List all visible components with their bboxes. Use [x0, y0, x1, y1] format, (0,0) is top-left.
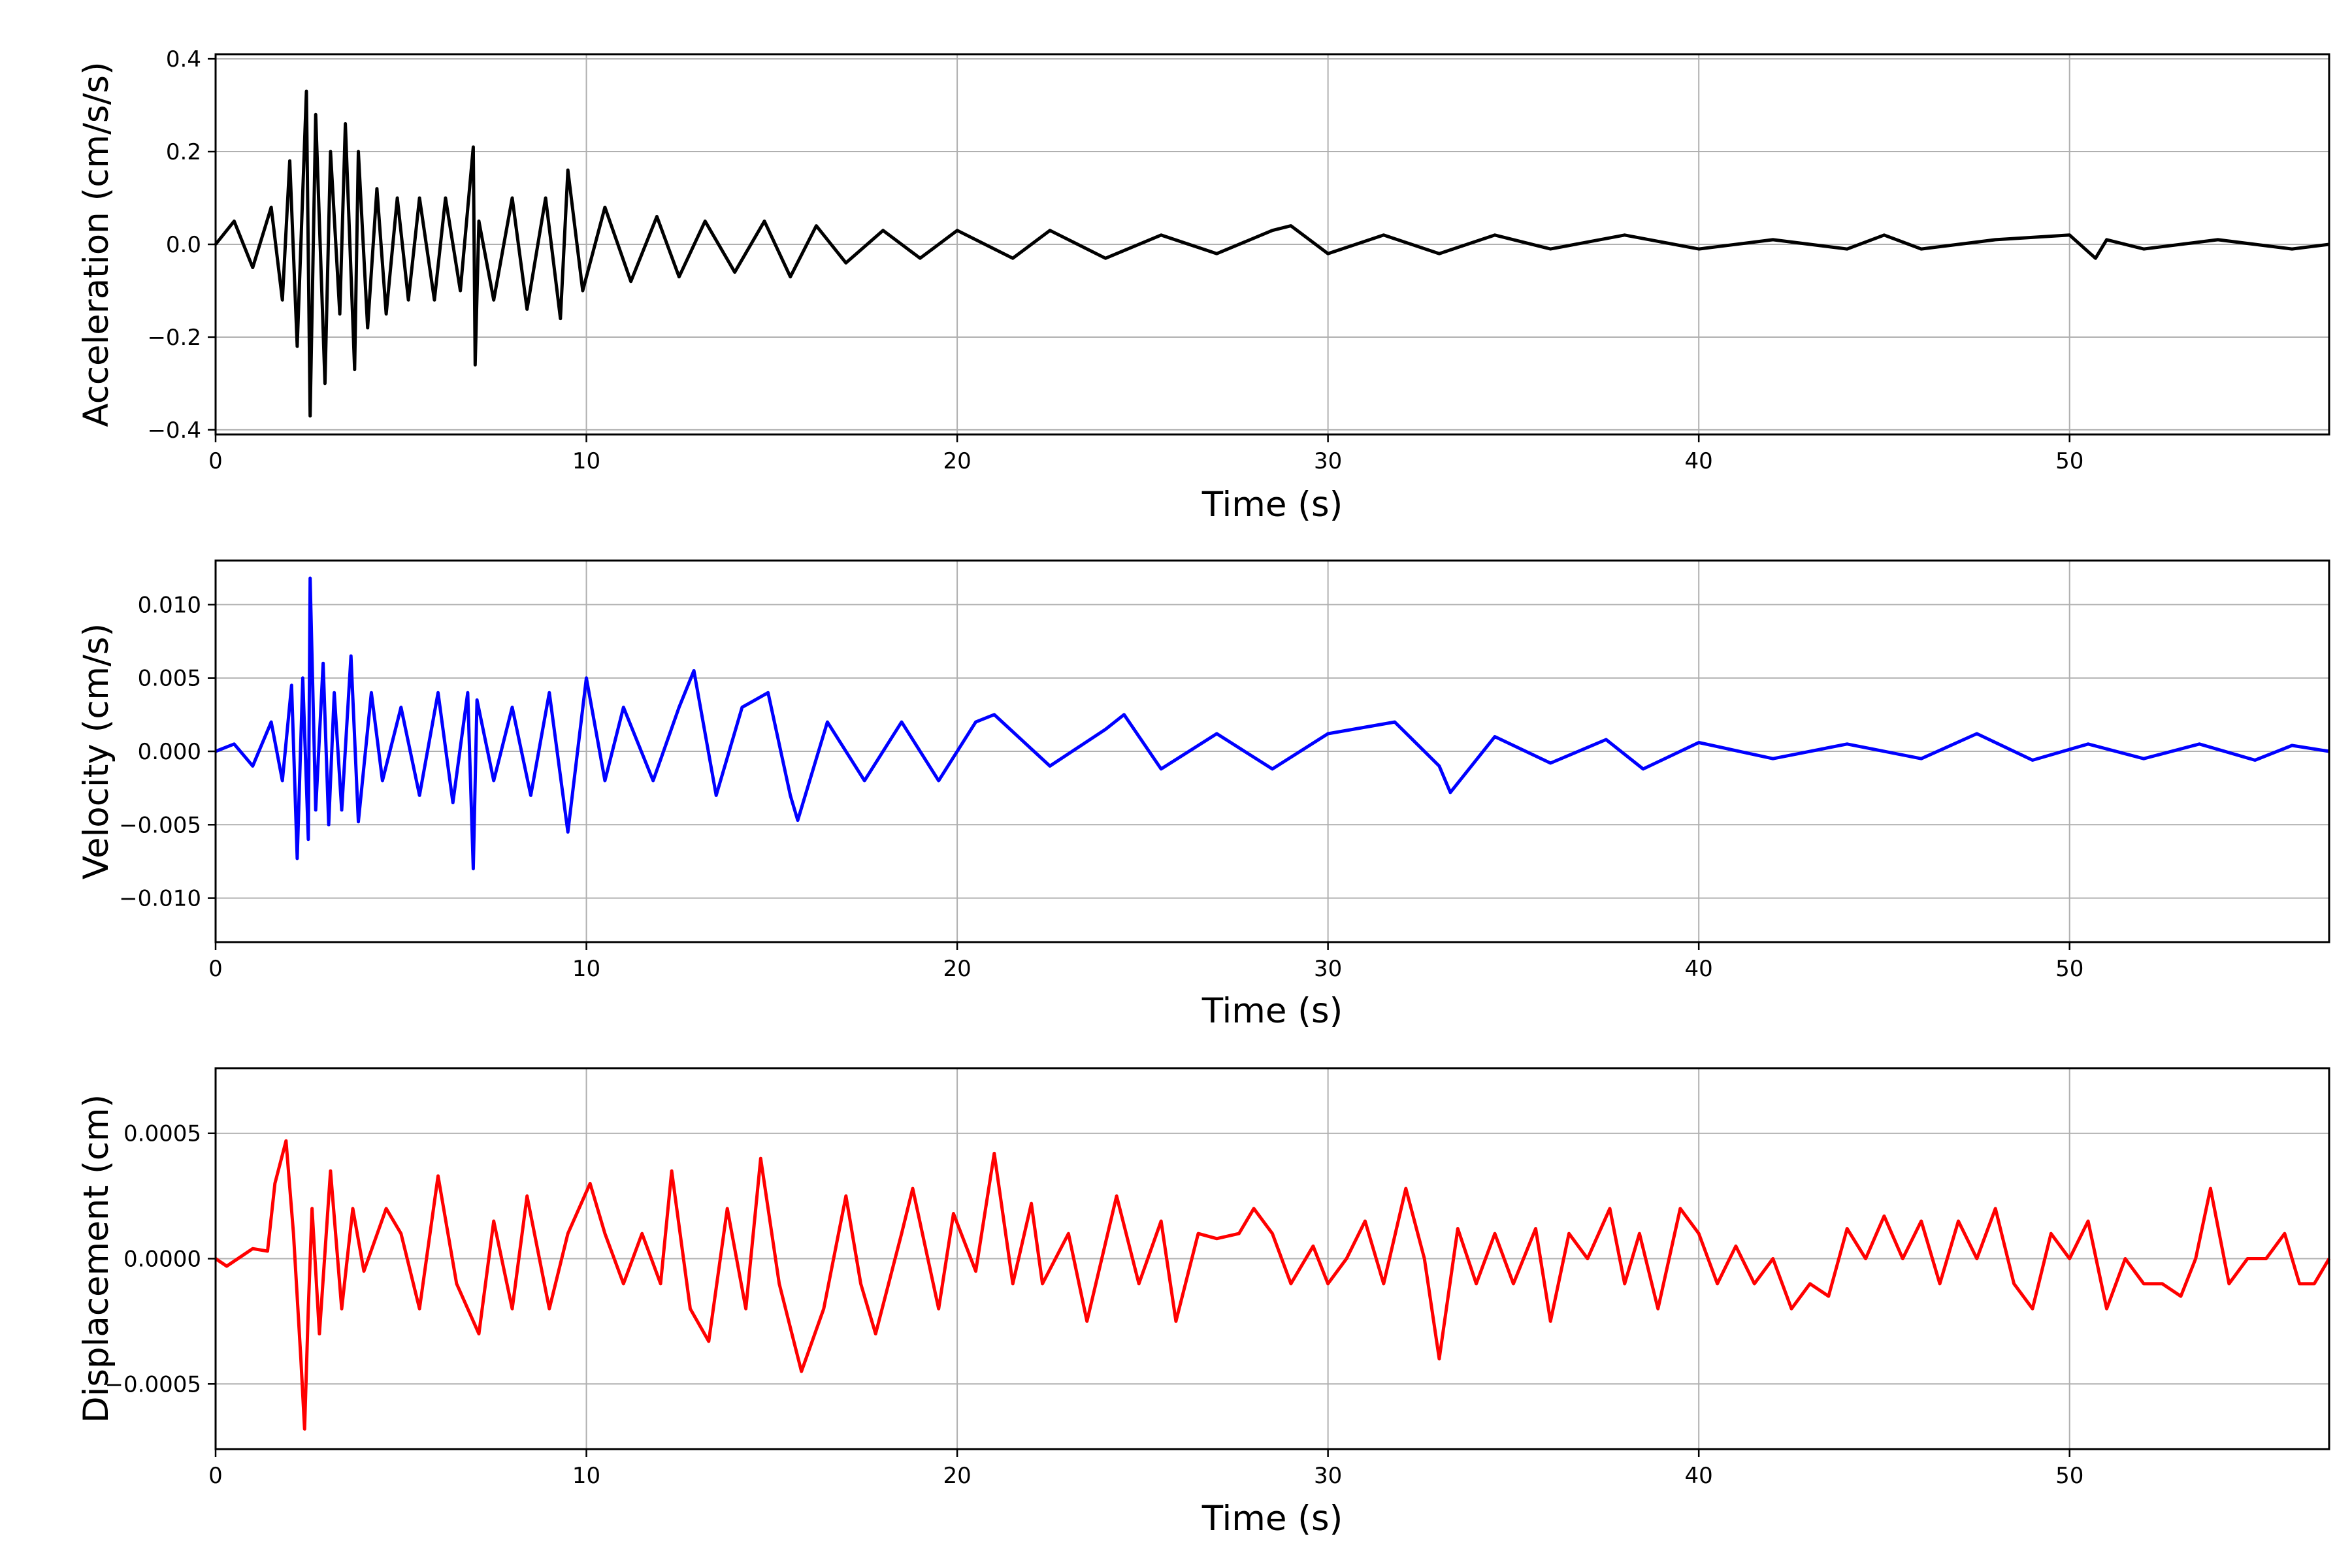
- y-tick-label: 0.005: [138, 666, 201, 692]
- y-tick-label: −0.005: [119, 812, 201, 838]
- velocity-series-line: [215, 576, 2330, 871]
- displacement-panel: 0 10 20 30 40 50 −0.0005 0.0000 0.0005 Time (s) Di…: [76, 1067, 2331, 1539]
- y-tick-label: 0.0005: [123, 1121, 201, 1147]
- x-tick-label: 10: [572, 1463, 600, 1489]
- acceleration-panel: 0 10 20 30 40 50 −0.4 −0.2 0.0 0.2 0.4 Time (s) Acce…: [76, 46, 2330, 525]
- x-tick-label: 10: [572, 448, 600, 474]
- y-tick-label: 0.0: [166, 232, 201, 258]
- y-tick-label: 0.2: [166, 139, 201, 165]
- subplots: 0 10 20 30 40 50 −0.4 −0.2 0.0 0.2 0.4 Time (s) Acce…: [76, 46, 2331, 1539]
- y-tick-label: −0.0005: [105, 1371, 201, 1397]
- x-tick-label: 40: [1685, 1463, 1713, 1489]
- y-tick-label: −0.2: [147, 325, 201, 351]
- y-tick-label: 0.0000: [123, 1247, 201, 1273]
- y-tick-label: 0.4: [166, 46, 201, 73]
- y-tick-label: 0.010: [138, 592, 201, 618]
- x-tick-label: 30: [1314, 1463, 1342, 1489]
- x-tick-label: 0: [208, 956, 223, 982]
- x-tick-label: 20: [943, 448, 971, 474]
- y-tick-label: −0.010: [119, 886, 201, 912]
- y-axis-label: Acceleration (cm/s/s): [76, 61, 116, 427]
- y-axis-label: Displacement (cm): [76, 1094, 116, 1423]
- y-tick-label: −0.4: [147, 417, 201, 444]
- x-tick-label: 40: [1685, 448, 1713, 474]
- displacement-series-line: [214, 1139, 2331, 1431]
- x-tick-label: 30: [1314, 956, 1342, 982]
- x-axis-label: Time (s): [1201, 485, 1343, 525]
- x-tick-label: 50: [2055, 956, 2083, 982]
- y-tick-label: 0.000: [138, 739, 201, 765]
- x-tick-label: 50: [2055, 448, 2083, 474]
- x-tick-label: 20: [943, 1463, 971, 1489]
- x-tick-label: 10: [572, 956, 600, 982]
- x-tick-label: 0: [208, 448, 223, 474]
- x-tick-label: 50: [2055, 1463, 2083, 1489]
- x-axis-label: Time (s): [1201, 1499, 1343, 1539]
- x-tick-label: 40: [1685, 956, 1713, 982]
- x-axis-label: Time (s): [1201, 991, 1343, 1031]
- velocity-panel: 0 10 20 30 40 50 −0.010 −0.005 0.000 0.005 0.010 Ti…: [76, 559, 2330, 1031]
- y-axis-label: Velocity (cm/s): [76, 623, 116, 879]
- x-tick-label: 30: [1314, 448, 1342, 474]
- acceleration-series-line: [214, 90, 2330, 418]
- x-tick-label: 20: [943, 956, 971, 982]
- x-tick-label: 0: [208, 1463, 223, 1489]
